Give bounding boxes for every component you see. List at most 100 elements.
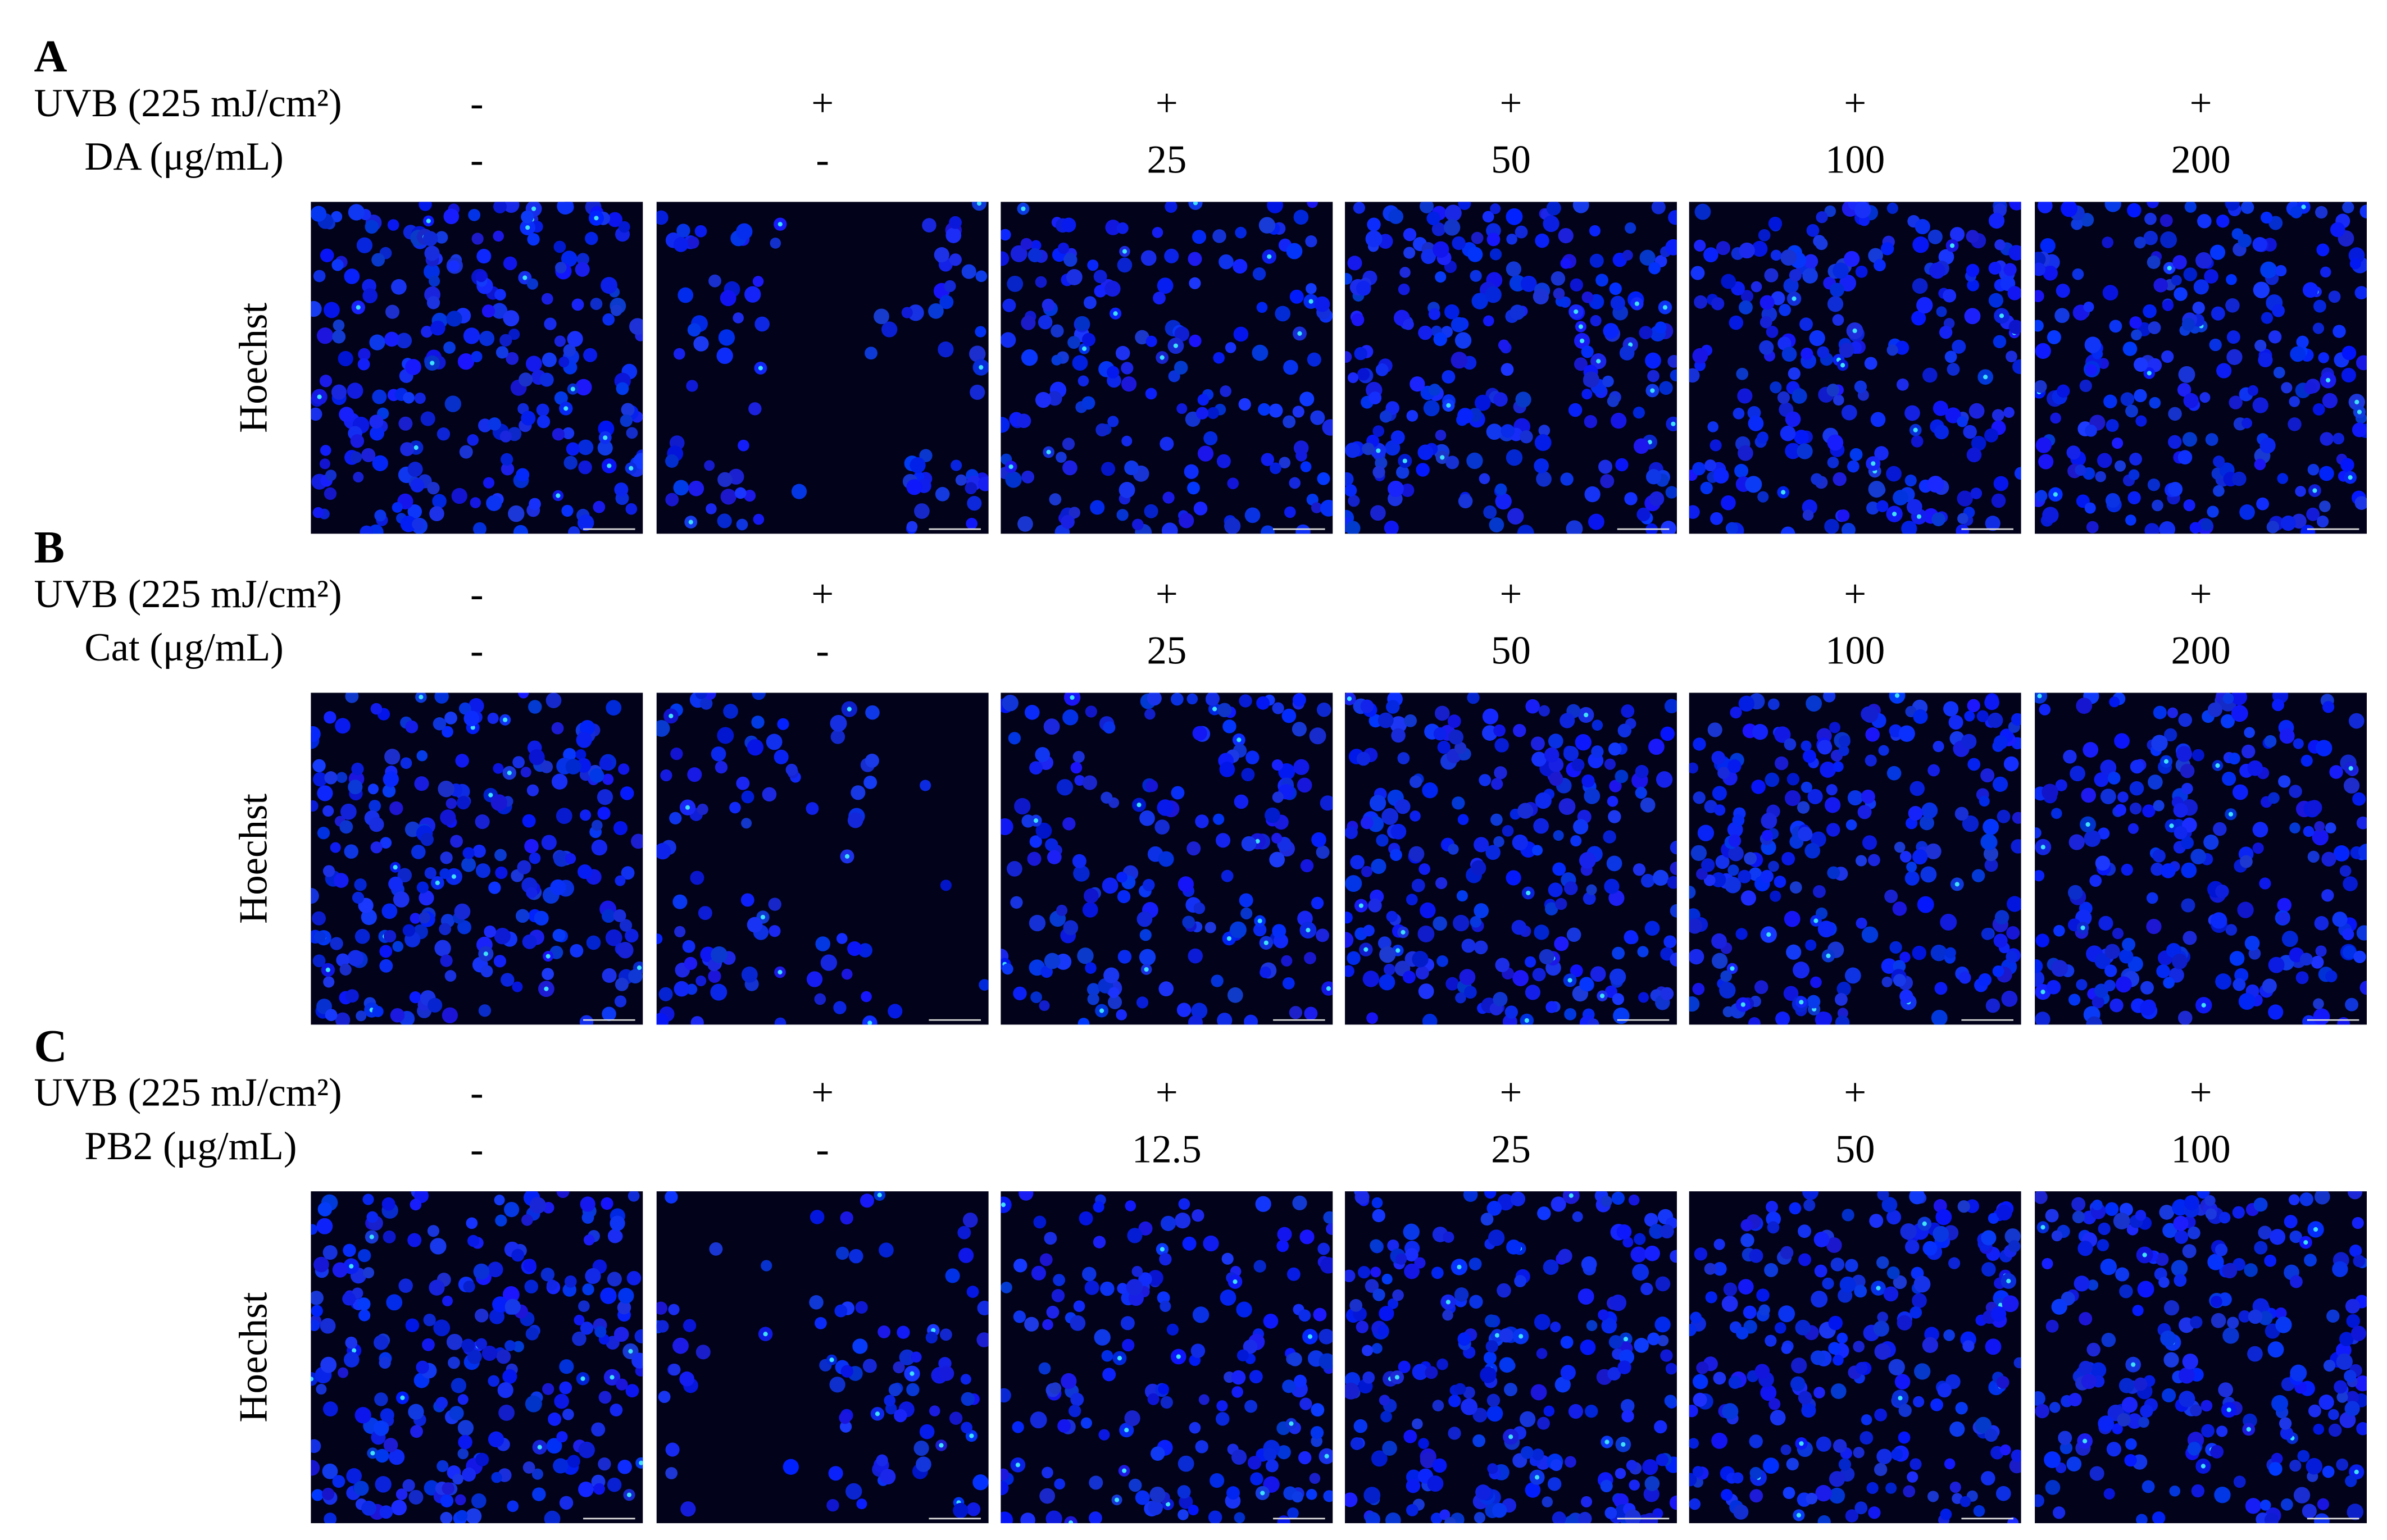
nucleus [769, 925, 781, 937]
bright-spot [1494, 1333, 1500, 1338]
nucleus [320, 1356, 337, 1373]
nucleus [1420, 902, 1436, 919]
nucleus [1822, 1277, 1834, 1290]
nucleus [339, 820, 353, 834]
nucleus [1889, 941, 1902, 954]
nucleus [2163, 977, 2175, 989]
nucleus [1711, 750, 1725, 765]
nucleus [1707, 722, 1722, 737]
nucleus [2035, 320, 2044, 332]
nucleus [1345, 1382, 1360, 1400]
nucleus [2319, 500, 2331, 512]
nucleus [2277, 897, 2292, 913]
nucleus [1558, 227, 1574, 244]
nucleus [1166, 1323, 1179, 1336]
nucleus [1967, 758, 1981, 771]
nucleus [1070, 762, 1083, 774]
nucleus [1001, 417, 1010, 433]
nucleus [1276, 1240, 1289, 1252]
nucleus [1077, 947, 1094, 964]
nucleus [2115, 1267, 2130, 1282]
nucleus [1532, 845, 1543, 856]
nucleus [570, 944, 584, 958]
nucleus [1102, 1368, 1116, 1382]
nucleus [1635, 786, 1647, 799]
nucleus [1914, 1363, 1931, 1380]
nucleus [1366, 1012, 1378, 1024]
nucleus [1365, 230, 1383, 248]
nucleus [1480, 1213, 1494, 1226]
nucleus [1506, 208, 1523, 225]
nucleus [2168, 407, 2182, 421]
nucleus [2239, 855, 2253, 868]
nucleus [444, 395, 462, 412]
nucleus [2174, 826, 2188, 840]
nucleus [693, 336, 709, 352]
nucleus [1379, 946, 1396, 963]
nucleus [751, 716, 765, 729]
nucleus [475, 1338, 488, 1350]
nucleus [1265, 807, 1280, 823]
nucleus [345, 692, 359, 703]
nucleus [2187, 1442, 2202, 1456]
nucleus [1493, 836, 1504, 848]
nucleus [1738, 445, 1753, 461]
nucleus [806, 971, 823, 987]
nucleus [621, 866, 635, 880]
nucleus [2275, 1316, 2292, 1333]
nucleus [1897, 1315, 1912, 1331]
nucleus [2040, 238, 2056, 254]
nucleus [2240, 202, 2254, 214]
nucleus [1403, 319, 1414, 330]
bright-spot [1574, 309, 1579, 315]
nucleus [1931, 512, 1945, 526]
nucleus [2254, 458, 2266, 471]
nucleus [357, 358, 370, 371]
nucleus [1696, 1361, 1709, 1374]
nucleus [1619, 345, 1635, 361]
nucleus [1135, 330, 1149, 345]
nucleus [1984, 1428, 1998, 1442]
nucleus [1220, 1289, 1236, 1306]
nucleus [1107, 416, 1119, 427]
nucleus [541, 835, 557, 850]
bright-spot [1457, 1264, 1462, 1270]
nucleus [2271, 1395, 2289, 1412]
nucleus [494, 1195, 505, 1206]
nucleus [1277, 1515, 1290, 1524]
nucleus [557, 202, 574, 215]
nucleus [2229, 395, 2243, 409]
nucleus [1304, 1006, 1318, 1020]
nucleus [540, 760, 553, 773]
nucleus [2328, 1409, 2339, 1420]
nucleus [1064, 1516, 1077, 1524]
nucleus [1506, 234, 1517, 245]
nucleus [2035, 1494, 2044, 1507]
nucleus [559, 1496, 574, 1510]
nucleus [1798, 1391, 1812, 1405]
nucleus [1900, 1223, 1917, 1240]
nucleus [400, 516, 417, 532]
nucleus [1780, 425, 1796, 441]
nucleus [741, 818, 752, 829]
nucleus [2012, 359, 2021, 375]
nucleus [1027, 851, 1042, 866]
nucleus [1568, 1404, 1584, 1419]
nucleus [1162, 491, 1175, 504]
nucleus [2279, 728, 2295, 744]
nucleus [1565, 1456, 1576, 1468]
nucleus [1404, 1248, 1418, 1262]
bright-spot [1534, 1475, 1540, 1480]
nucleus [2349, 258, 2361, 270]
nucleus [1451, 317, 1466, 332]
nucleus [2129, 316, 2142, 329]
nucleus [567, 1455, 580, 1468]
nucleus [1665, 239, 1677, 256]
nucleus [1754, 980, 1768, 994]
nucleus [1572, 1211, 1583, 1222]
nucleus [578, 1441, 595, 1459]
nucleus [913, 1441, 929, 1456]
nucleus [736, 776, 750, 790]
nucleus [1408, 846, 1425, 862]
nucleus [2232, 1206, 2245, 1219]
